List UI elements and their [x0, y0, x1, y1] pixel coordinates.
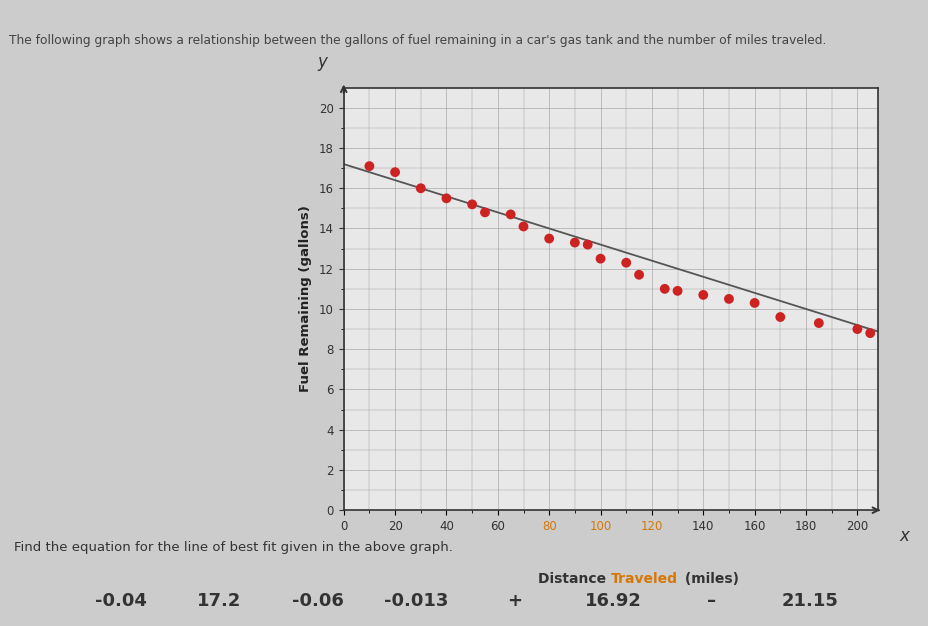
Y-axis label: Fuel Remaining (gallons): Fuel Remaining (gallons) — [299, 205, 312, 393]
Point — [746, 298, 761, 308]
Point — [772, 312, 787, 322]
Point — [413, 183, 428, 193]
Text: +: + — [507, 592, 522, 610]
Point — [631, 270, 646, 280]
Point — [669, 286, 684, 296]
Text: 17.2: 17.2 — [197, 592, 241, 610]
Point — [439, 193, 454, 203]
Point — [567, 237, 582, 247]
Text: -0.06: -0.06 — [291, 592, 343, 610]
Text: -0.013: -0.013 — [383, 592, 448, 610]
Point — [387, 167, 402, 177]
Point — [477, 207, 492, 217]
Text: y: y — [317, 53, 327, 71]
Text: The following graph shows a relationship between the gallons of fuel remaining i: The following graph shows a relationship… — [9, 34, 826, 47]
Point — [657, 284, 672, 294]
Point — [721, 294, 736, 304]
Point — [541, 233, 556, 244]
Text: -0.04: -0.04 — [95, 592, 147, 610]
Text: Find the equation for the line of best fit given in the above graph.: Find the equation for the line of best f… — [14, 541, 452, 554]
Text: x: x — [898, 526, 909, 545]
Point — [580, 240, 595, 250]
Point — [464, 199, 479, 209]
Point — [810, 318, 825, 328]
Point — [618, 258, 633, 268]
Point — [362, 161, 377, 171]
Text: 16.92: 16.92 — [584, 592, 641, 610]
Text: –: – — [706, 592, 715, 610]
Text: Traveled: Traveled — [611, 572, 677, 586]
Text: 21.15: 21.15 — [780, 592, 838, 610]
Text: (miles): (miles) — [679, 572, 739, 586]
Point — [862, 328, 877, 338]
Point — [592, 254, 607, 264]
Text: Distance: Distance — [537, 572, 611, 586]
Point — [503, 209, 518, 220]
Point — [849, 324, 864, 334]
Point — [516, 222, 531, 232]
Point — [695, 290, 710, 300]
